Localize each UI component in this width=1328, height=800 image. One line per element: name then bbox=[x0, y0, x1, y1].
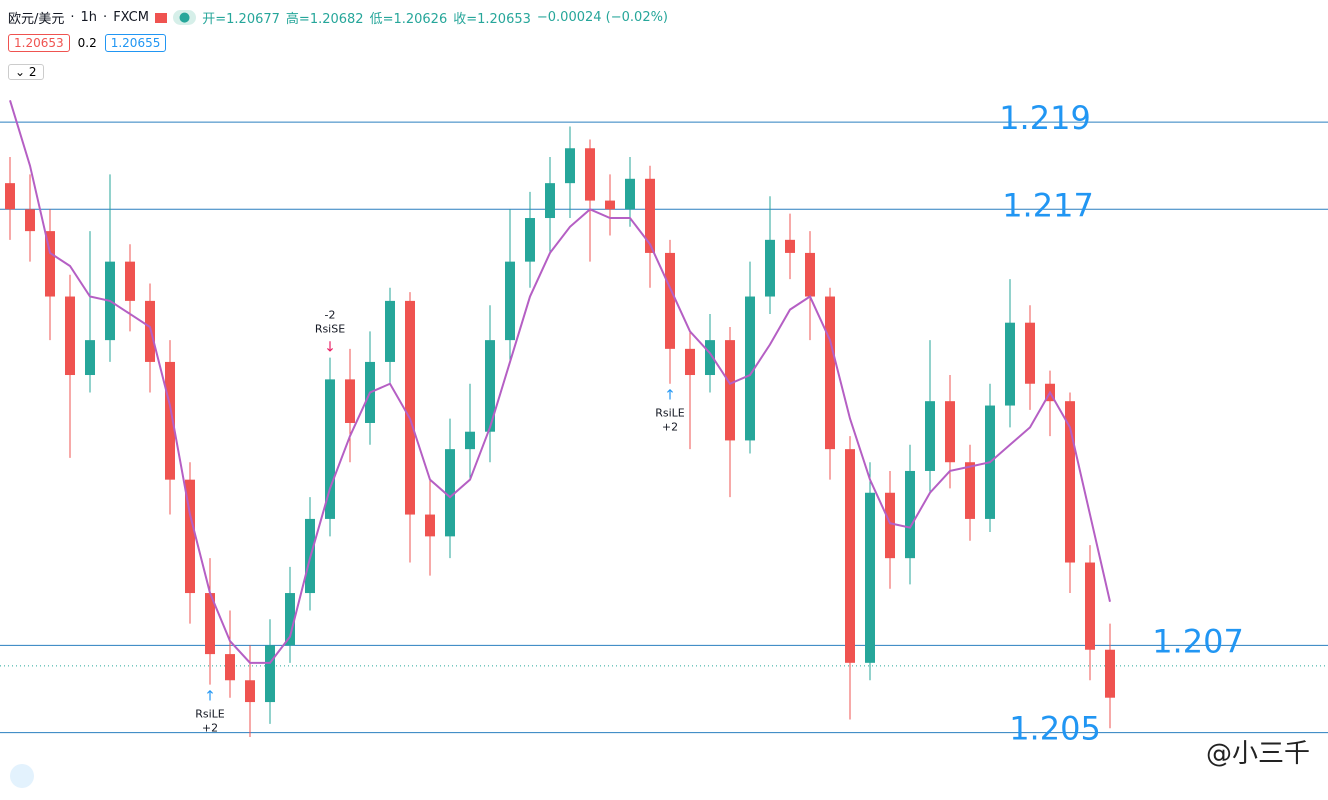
ohlc-open: 开=1.20677 bbox=[202, 12, 280, 27]
candle-body bbox=[845, 449, 855, 663]
signal-label: RsiLE bbox=[195, 708, 225, 721]
candle-body bbox=[345, 379, 355, 423]
ohlc-close: 收=1.20653 bbox=[453, 12, 531, 27]
level-label: 1.205 bbox=[1009, 710, 1101, 748]
candle-body bbox=[445, 449, 455, 537]
candle-body bbox=[185, 479, 195, 594]
candle-body bbox=[645, 178, 655, 253]
symbol[interactable]: 欧元/美元 bbox=[8, 12, 65, 27]
candle-body bbox=[545, 183, 555, 219]
status: ● bbox=[172, 10, 197, 25]
quote: 1.20653 0.2 1.20655 bbox=[8, 34, 167, 52]
candle-body bbox=[625, 178, 635, 210]
candle-body bbox=[1005, 322, 1015, 406]
candle-body bbox=[785, 239, 795, 253]
candle-body bbox=[945, 401, 955, 463]
candle-body bbox=[1105, 649, 1115, 698]
candle-body bbox=[705, 340, 715, 376]
signal-qty: +2 bbox=[662, 421, 678, 434]
candle-body bbox=[1085, 562, 1095, 650]
level-label: 1.217 bbox=[1002, 186, 1094, 224]
signal-arrow: ↓ bbox=[324, 340, 336, 356]
signal-arrow: ↑ bbox=[664, 388, 676, 404]
source: FXCM bbox=[113, 10, 149, 25]
candle-body bbox=[85, 340, 95, 376]
signal-arrow: ↑ bbox=[204, 689, 216, 705]
candle-body bbox=[205, 593, 215, 655]
ohlc-high: 高=1.20682 bbox=[285, 12, 364, 27]
candle-body bbox=[485, 340, 495, 432]
interval[interactable]: 1h bbox=[80, 10, 98, 25]
candle-body bbox=[45, 231, 55, 297]
candle-body bbox=[605, 200, 615, 210]
candle-body bbox=[325, 379, 335, 519]
candle-body bbox=[1065, 401, 1075, 563]
candle-body bbox=[905, 470, 915, 559]
signal-label: RsiSE bbox=[315, 323, 345, 336]
logo bbox=[10, 764, 34, 788]
candle-body bbox=[745, 296, 755, 441]
level-label: 1.207 bbox=[1152, 622, 1244, 660]
candle-body bbox=[265, 645, 275, 703]
candle-body bbox=[925, 401, 935, 471]
candle-body bbox=[405, 300, 415, 515]
candle-body bbox=[725, 340, 735, 441]
indicator-toggle[interactable]: ⌄ 2 bbox=[8, 64, 44, 80]
candle-body bbox=[865, 492, 875, 663]
candle-body bbox=[885, 492, 895, 559]
change: −0.00024 (−0.02%) bbox=[536, 10, 669, 25]
candle-body bbox=[665, 252, 675, 349]
candle-body bbox=[765, 239, 775, 297]
candle-body bbox=[1025, 322, 1035, 384]
level-label: 1.219 bbox=[999, 99, 1091, 137]
ask[interactable]: 1.20655 bbox=[104, 34, 167, 52]
candle-body bbox=[5, 183, 15, 210]
candle-body bbox=[245, 680, 255, 703]
candle-body bbox=[825, 296, 835, 450]
candle-body bbox=[125, 261, 135, 301]
candle-body bbox=[25, 209, 35, 232]
candle-body bbox=[565, 148, 575, 184]
candle-body bbox=[805, 252, 815, 297]
candle-body bbox=[65, 296, 75, 376]
signal-qty: +2 bbox=[202, 722, 218, 735]
watermark: @小三千 bbox=[1205, 739, 1310, 769]
candle-body bbox=[425, 514, 435, 537]
candle-body bbox=[165, 361, 175, 480]
candle-body bbox=[685, 348, 695, 376]
candle-body bbox=[285, 593, 295, 646]
legend: 欧元/美元 · 1h · FXCM ● 开=1.20677 高=1.20682 低=… bbox=[8, 10, 669, 27]
candle-body bbox=[225, 654, 235, 681]
ohlc-low: 低=1.20626 bbox=[369, 12, 448, 27]
spread: 0.2 bbox=[77, 36, 97, 50]
candle-body bbox=[525, 218, 535, 262]
candle-body bbox=[585, 148, 595, 201]
ma-line bbox=[9, 100, 1111, 664]
candle-body bbox=[385, 300, 395, 362]
candle-body bbox=[965, 462, 975, 519]
candle-body bbox=[145, 300, 155, 362]
indicator-count: 2 bbox=[28, 65, 37, 79]
bid[interactable]: 1.20653 bbox=[8, 34, 70, 52]
signal-qty: -2 bbox=[325, 309, 336, 322]
signal-label: RsiLE bbox=[655, 407, 685, 420]
candle-body bbox=[505, 261, 515, 341]
candle-body bbox=[465, 431, 475, 450]
flag bbox=[154, 12, 167, 23]
